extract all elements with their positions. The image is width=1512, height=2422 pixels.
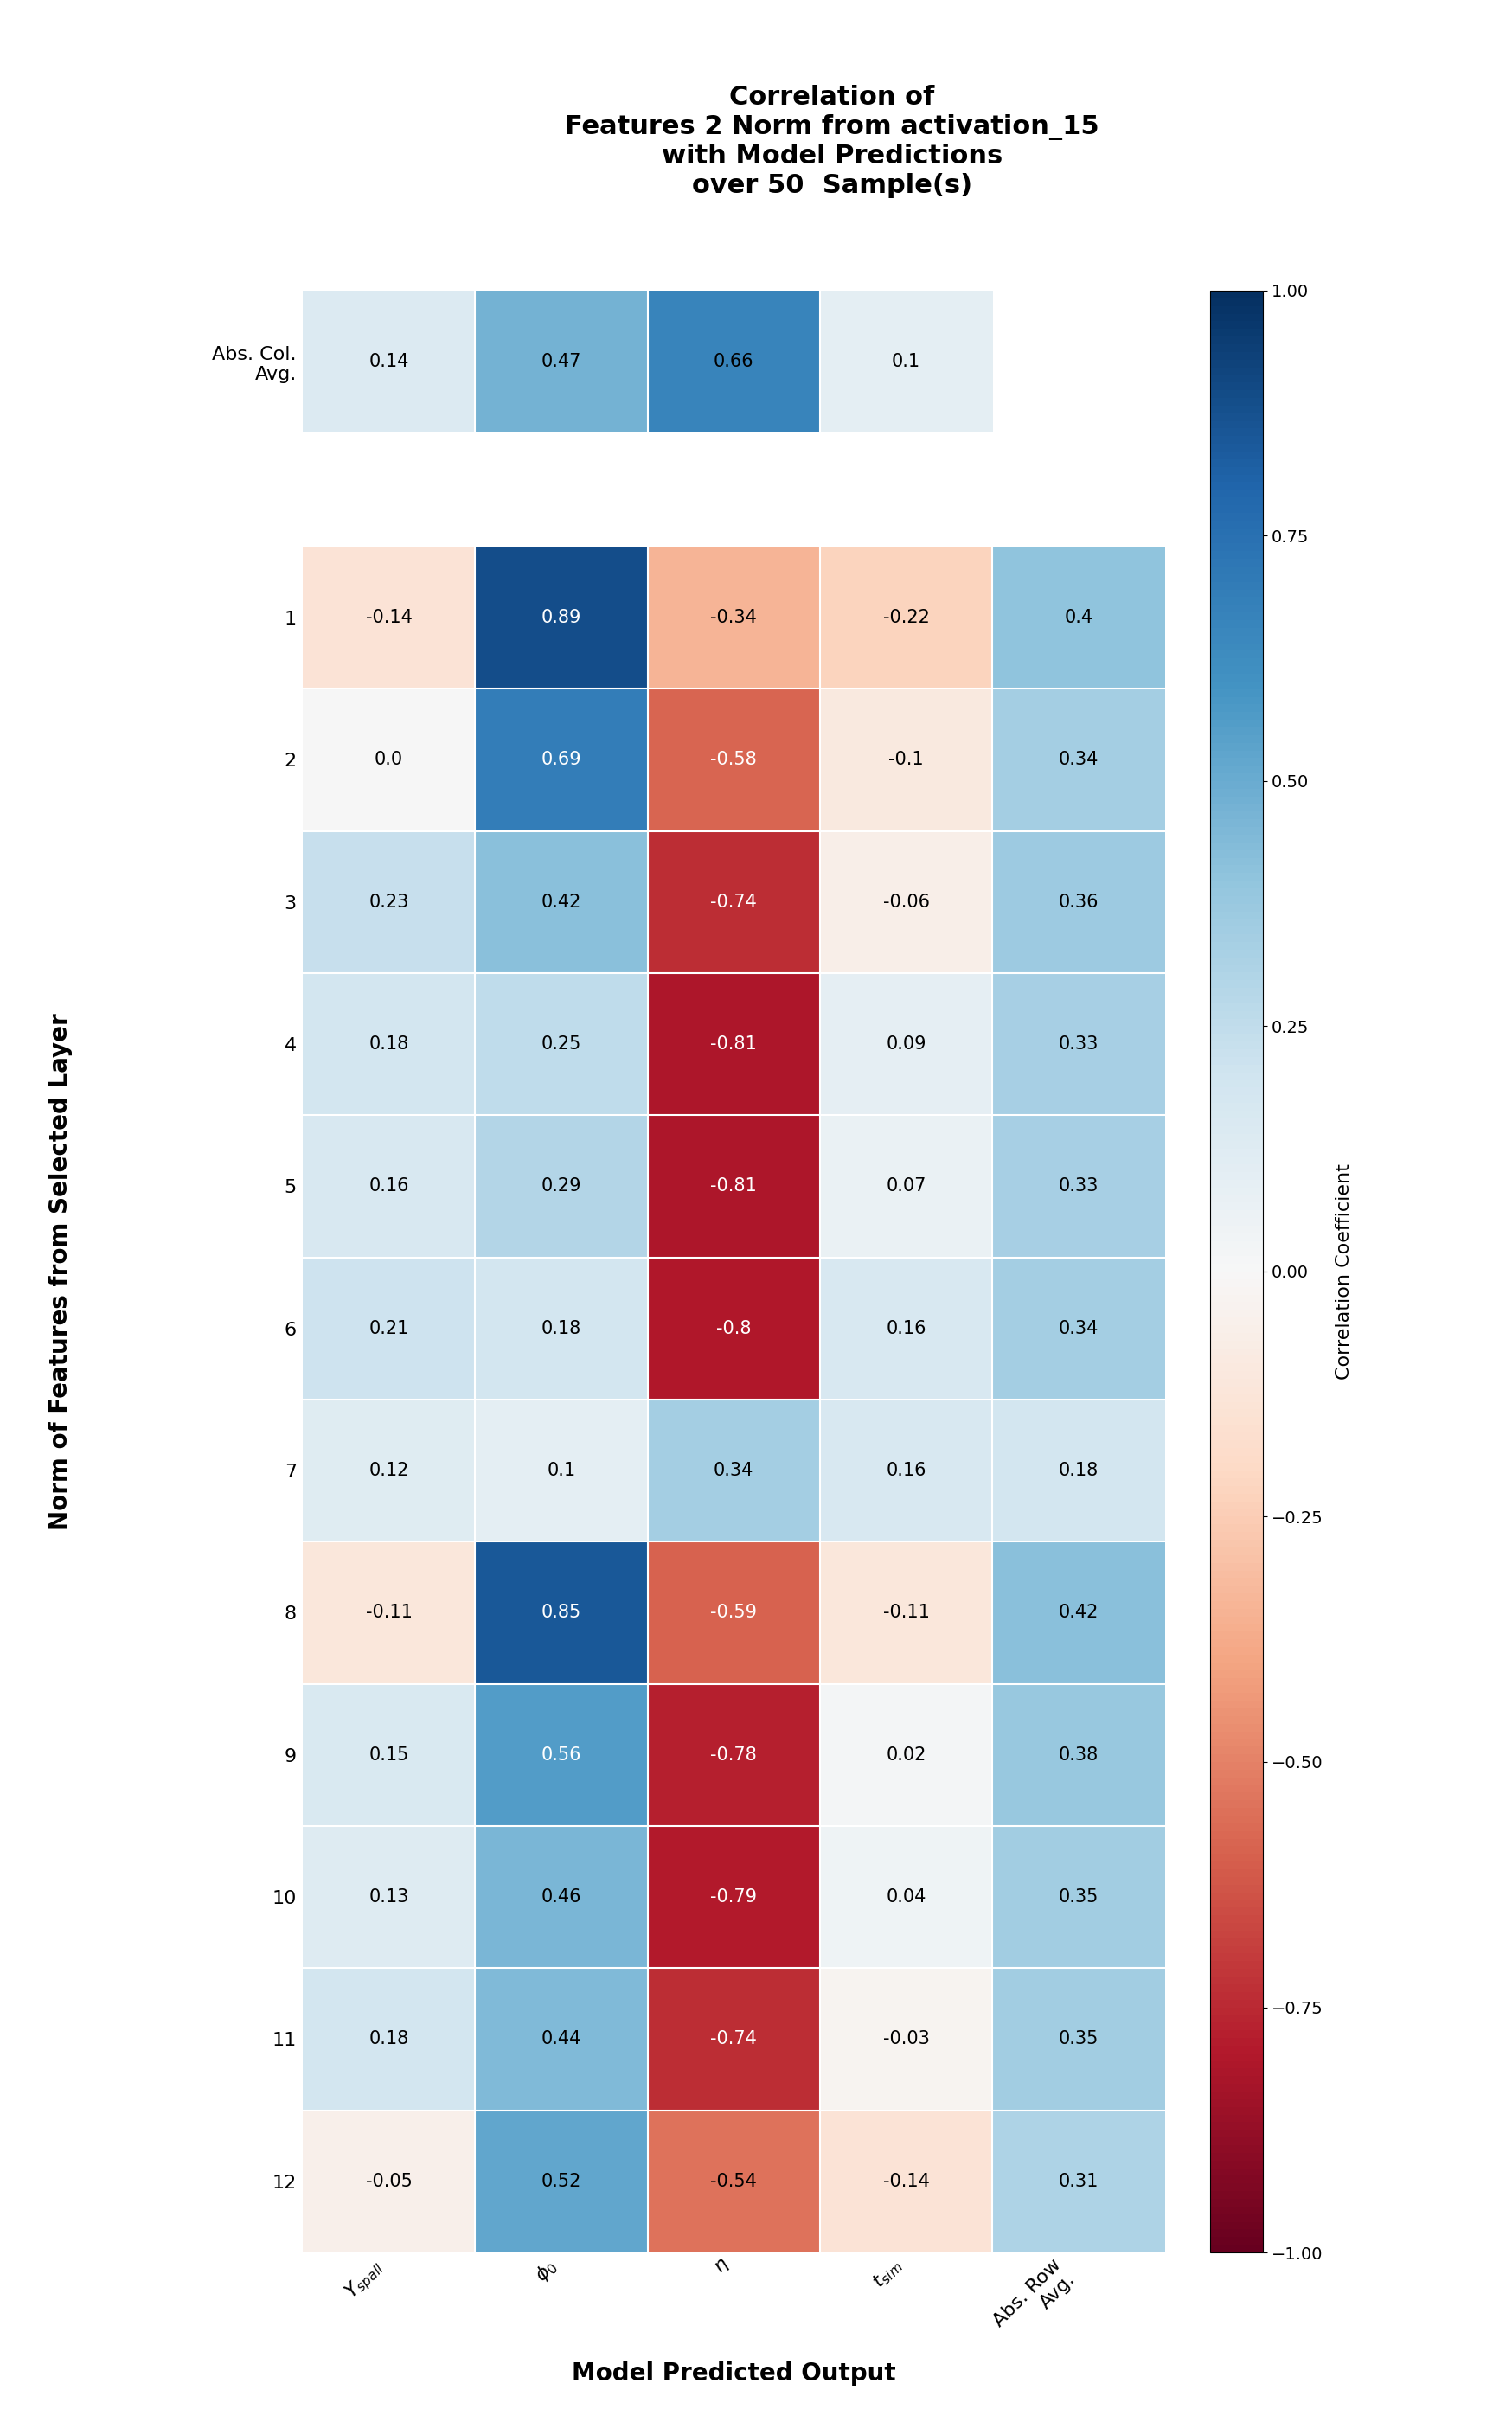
Text: 0.14: 0.14 bbox=[369, 354, 408, 371]
Text: 0.47: 0.47 bbox=[541, 354, 581, 371]
Text: 0.33: 0.33 bbox=[1058, 1177, 1098, 1194]
Text: 0.31: 0.31 bbox=[1058, 2173, 1098, 2189]
Y-axis label: Correlation Coefficient: Correlation Coefficient bbox=[1335, 1163, 1352, 1381]
Text: 0.38: 0.38 bbox=[1058, 1746, 1098, 1763]
Text: -0.03: -0.03 bbox=[883, 2030, 928, 2049]
Text: 0.18: 0.18 bbox=[1058, 1463, 1098, 1480]
Text: -0.74: -0.74 bbox=[711, 894, 756, 911]
Text: 0.52: 0.52 bbox=[541, 2173, 581, 2189]
Text: 0.34: 0.34 bbox=[1058, 1320, 1098, 1337]
Text: 0.18: 0.18 bbox=[369, 2030, 408, 2049]
Text: 0.34: 0.34 bbox=[1058, 751, 1098, 768]
Text: 0.1: 0.1 bbox=[892, 354, 919, 371]
Text: 0.07: 0.07 bbox=[886, 1177, 925, 1194]
Text: -0.79: -0.79 bbox=[711, 1889, 756, 1906]
Text: 0.21: 0.21 bbox=[369, 1320, 408, 1337]
Text: 0.18: 0.18 bbox=[369, 1037, 408, 1054]
Text: 0.33: 0.33 bbox=[1058, 1037, 1098, 1054]
Text: -0.11: -0.11 bbox=[366, 1603, 411, 1620]
Text: -0.78: -0.78 bbox=[711, 1746, 756, 1763]
Text: 0.85: 0.85 bbox=[541, 1603, 581, 1620]
Text: 0.35: 0.35 bbox=[1058, 1889, 1098, 1906]
Text: 0.89: 0.89 bbox=[541, 608, 581, 627]
Text: 0.34: 0.34 bbox=[714, 1463, 753, 1480]
Text: 0.02: 0.02 bbox=[886, 1746, 925, 1763]
Text: 0.44: 0.44 bbox=[541, 2030, 581, 2049]
Text: 0.18: 0.18 bbox=[541, 1320, 581, 1337]
Text: 0.42: 0.42 bbox=[1058, 1603, 1098, 1620]
Text: 0.12: 0.12 bbox=[369, 1463, 408, 1480]
Text: Norm of Features from Selected Layer: Norm of Features from Selected Layer bbox=[48, 1012, 73, 1531]
Text: 0.4: 0.4 bbox=[1064, 608, 1092, 627]
Text: 0.42: 0.42 bbox=[541, 894, 581, 911]
Text: 0.29: 0.29 bbox=[541, 1177, 581, 1194]
Text: 0.04: 0.04 bbox=[886, 1889, 925, 1906]
Text: -0.34: -0.34 bbox=[711, 608, 756, 627]
Text: 0.09: 0.09 bbox=[886, 1037, 925, 1054]
Text: -0.14: -0.14 bbox=[366, 608, 411, 627]
Text: 0.69: 0.69 bbox=[541, 751, 581, 768]
Text: 0.66: 0.66 bbox=[714, 354, 753, 371]
Text: 0.46: 0.46 bbox=[541, 1889, 581, 1906]
Text: 0.23: 0.23 bbox=[369, 894, 408, 911]
Text: -0.14: -0.14 bbox=[883, 2173, 928, 2189]
Text: -0.8: -0.8 bbox=[715, 1320, 751, 1337]
Text: 0.56: 0.56 bbox=[541, 1746, 581, 1763]
Text: -0.59: -0.59 bbox=[711, 1603, 756, 1620]
Text: -0.74: -0.74 bbox=[711, 2030, 756, 2049]
Text: Model Predicted Output: Model Predicted Output bbox=[572, 2361, 895, 2386]
Text: 0.1: 0.1 bbox=[547, 1463, 575, 1480]
Text: -0.81: -0.81 bbox=[711, 1177, 756, 1194]
Text: 0.35: 0.35 bbox=[1058, 2030, 1098, 2049]
Text: -0.22: -0.22 bbox=[883, 608, 928, 627]
Text: Correlation of
Features 2 Norm from activation_15
with Model Predictions
over 50: Correlation of Features 2 Norm from acti… bbox=[564, 85, 1099, 199]
Text: 0.0: 0.0 bbox=[375, 751, 402, 768]
Text: 0.16: 0.16 bbox=[886, 1463, 925, 1480]
Text: -0.1: -0.1 bbox=[888, 751, 924, 768]
Text: 0.36: 0.36 bbox=[1058, 894, 1098, 911]
Text: -0.54: -0.54 bbox=[711, 2173, 756, 2189]
Text: -0.11: -0.11 bbox=[883, 1603, 928, 1620]
Text: -0.81: -0.81 bbox=[711, 1037, 756, 1054]
Text: -0.58: -0.58 bbox=[711, 751, 756, 768]
Text: 0.16: 0.16 bbox=[369, 1177, 408, 1194]
Text: 0.16: 0.16 bbox=[886, 1320, 925, 1337]
Text: -0.06: -0.06 bbox=[883, 894, 928, 911]
Text: 0.15: 0.15 bbox=[369, 1746, 408, 1763]
Text: 0.13: 0.13 bbox=[369, 1889, 408, 1906]
Text: 0.25: 0.25 bbox=[541, 1037, 581, 1054]
Text: -0.05: -0.05 bbox=[366, 2173, 411, 2189]
